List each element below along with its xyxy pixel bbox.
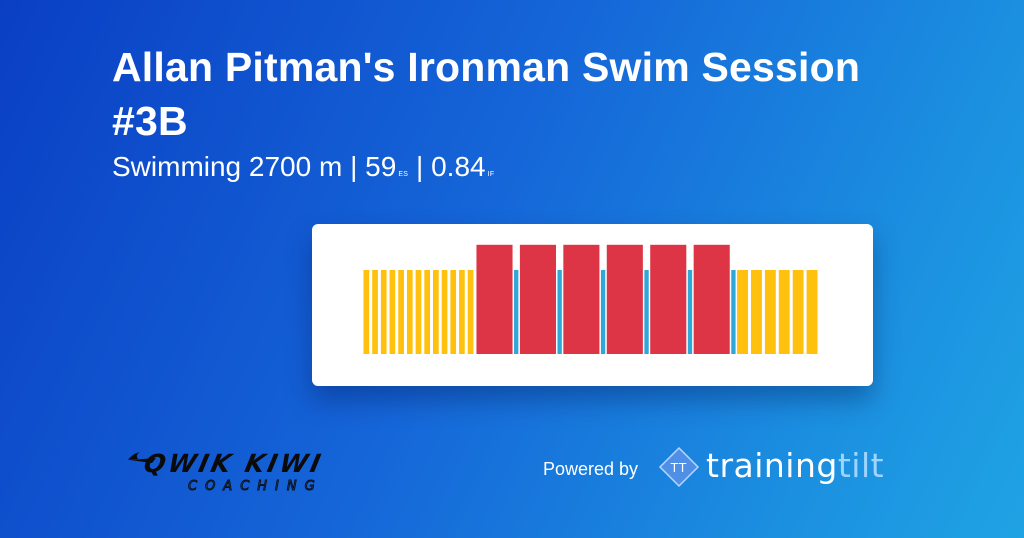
workout-segment-main-16: [519, 244, 556, 354]
workout-segment-rest-21: [644, 270, 649, 354]
workout-segment-warmup-29: [778, 270, 790, 354]
workout-segment-rest-15: [514, 270, 519, 354]
workout-segment-warmup-1: [363, 270, 370, 354]
workout-segment-warmup-6: [406, 270, 413, 354]
workout-segment-warmup-5: [398, 270, 404, 354]
workout-segment-warmup-3: [380, 270, 387, 354]
es-unit: ES: [398, 171, 409, 178]
sport-distance: Swimming 2700 m: [112, 151, 343, 182]
workout-segment-warmup-11: [450, 270, 457, 354]
separator: |: [350, 151, 358, 182]
trainingtilt-wordmark: trainingtilt: [706, 446, 884, 486]
brand-main: training: [706, 446, 838, 485]
workout-segment-warmup-7: [415, 270, 422, 354]
if-unit: IF: [487, 171, 495, 178]
workout-segment-rest-17: [557, 270, 562, 354]
qwik-kiwi-coaching-logo: QWIK KIWI COACHING: [128, 449, 326, 494]
separator: |: [416, 151, 424, 182]
coach-logo-name: QWIK KIWI: [141, 449, 326, 478]
workout-segment-main-18: [563, 244, 600, 354]
workout-segment-warmup-2: [372, 270, 378, 354]
workout-segment-warmup-4: [389, 270, 396, 354]
workout-segment-warmup-8: [424, 270, 431, 354]
workout-segment-rest-19: [600, 270, 606, 354]
workout-segment-warmup-28: [764, 270, 776, 354]
coach-logo-sub: COACHING: [188, 479, 323, 494]
workout-segment-warmup-26: [737, 270, 748, 354]
workout-segment-warmup-31: [806, 270, 818, 354]
brand-accent: tilt: [837, 446, 885, 485]
workout-segment-warmup-13: [467, 270, 474, 354]
es-value: 59: [365, 151, 397, 182]
workout-segment-warmup-10: [441, 270, 448, 354]
workout-segment-warmup-12: [459, 270, 465, 354]
workout-segment-warmup-27: [750, 270, 762, 354]
workout-segment-rest-25: [731, 270, 736, 354]
workout-segment-main-22: [650, 244, 687, 354]
workout-segment-rest-23: [687, 270, 693, 354]
if-value: 0.84: [431, 151, 486, 182]
brand-badge: TT: [670, 461, 687, 475]
session-title: Allan Pitman's Ironman Swim Session #3B: [112, 44, 861, 144]
workout-segment-warmup-30: [792, 270, 804, 354]
workout-chart-card: [312, 224, 873, 386]
session-summary: Swimming 2700 m | 59 ES | 0.84 IF: [112, 148, 494, 194]
workout-intensity-chart: [363, 244, 818, 354]
trainingtilt-badge-icon: TT: [658, 446, 700, 488]
workout-segment-main-14: [476, 244, 513, 354]
workout-segment-main-20: [606, 244, 643, 354]
workout-segment-warmup-9: [433, 270, 439, 354]
workout-segment-main-24: [693, 244, 730, 354]
powered-by-label: Powered by: [543, 459, 639, 479]
